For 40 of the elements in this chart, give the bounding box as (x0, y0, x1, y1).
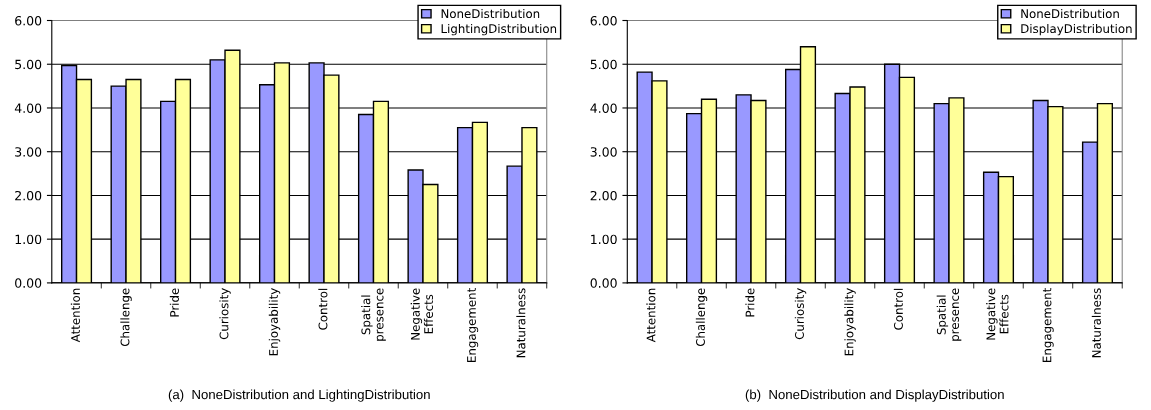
x-tick-label: Naturalness (1091, 288, 1101, 358)
x-tick-label: Spatial presence (361, 288, 386, 341)
x-tick-label: Negative Effects (986, 288, 1009, 340)
y-tick-label: 1.00 (591, 234, 617, 245)
x-tick-label: Challenge (120, 288, 132, 347)
x-tick-label: Attention (646, 288, 656, 343)
x-tick-label: Pride (169, 288, 179, 317)
y-tick-label: 5.00 (15, 59, 42, 70)
y-tick-label: 6.00 (590, 15, 617, 26)
x-tick-label: Curiosity (794, 288, 807, 340)
legend-label: NoneDistribution (1021, 8, 1119, 19)
y-tick-label: 0.00 (15, 278, 42, 288)
y-tick-label: 6.00 (15, 15, 42, 26)
text: (a) NoneDistribution and LightingDistribution (168, 389, 430, 402)
y-tick-label: 2.00 (15, 190, 42, 201)
y-tick-label: 4.00 (14, 103, 42, 113)
x-tick-label: Curiosity (219, 288, 231, 340)
x-tick-label: Control (318, 288, 328, 330)
y-tick-label: 3.00 (15, 147, 42, 157)
legend-label: NoneDistribution (441, 8, 540, 19)
x-tick-label: Enjoyability (844, 288, 856, 356)
x-tick-label: Pride (745, 288, 755, 317)
x-tick-label: Challenge (695, 288, 708, 347)
y-tick-label: 2.00 (590, 190, 617, 201)
x-tick-label: Negative Effects (410, 288, 434, 340)
x-tick-label: Engagement (1042, 288, 1054, 362)
y-tick-label: 0.00 (590, 278, 617, 288)
legend-label: DisplayDistribution (1021, 23, 1132, 36)
y-tick-label: 3.00 (590, 147, 617, 157)
y-tick-label: 1.00 (15, 234, 42, 245)
y-tick-label: 4.00 (590, 103, 617, 113)
text: (b) NoneDistribution and DisplayDistribution (745, 389, 1004, 402)
y-tick-label: 5.00 (590, 59, 617, 70)
x-tick-label: Naturalness (516, 288, 526, 358)
x-tick-label: Spatial presence (936, 288, 962, 341)
legend-label: LightingDistribution (441, 23, 557, 36)
x-tick-label: Control (893, 288, 903, 330)
x-tick-label: Enjoyability (268, 288, 281, 356)
x-tick-label: Engagement (467, 288, 479, 362)
x-tick-label: Attention (70, 288, 80, 343)
